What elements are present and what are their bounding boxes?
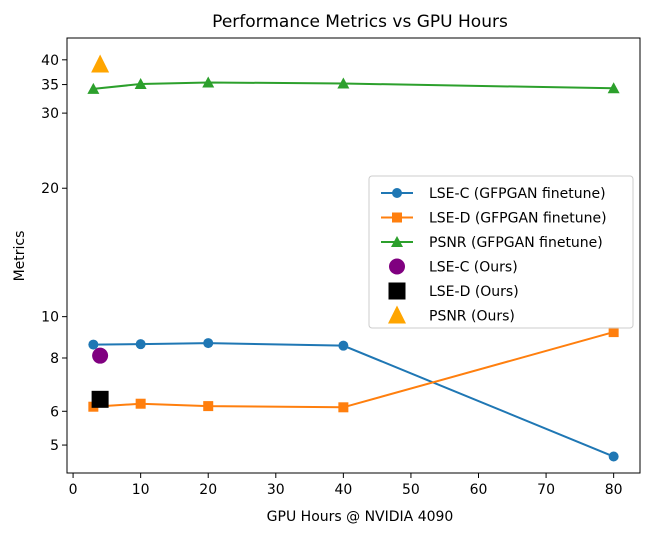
data-point <box>203 401 214 412</box>
data-point <box>91 54 110 73</box>
x-tick-label: 0 <box>69 482 78 498</box>
data-point <box>608 327 619 338</box>
data-point <box>203 338 214 349</box>
data-point <box>91 390 109 408</box>
series-line <box>93 81 614 90</box>
data-point <box>88 339 99 350</box>
legend-marker <box>391 236 403 247</box>
data-point <box>135 398 146 409</box>
x-tick-label: 70 <box>537 482 555 498</box>
legend-marker <box>389 258 405 275</box>
data-point <box>202 76 215 88</box>
chart-title: Performance Metrics vs GPU Hours <box>212 12 508 32</box>
legend-label: LSE-D (Ours) <box>429 284 519 300</box>
y-tick-label: 35 <box>41 78 59 94</box>
y-tick-label: 20 <box>41 181 59 197</box>
y-axis-label: Metrics <box>12 231 28 282</box>
legend-marker <box>388 282 406 300</box>
legend-label: LSE-C (GFPGAN finetune) <box>429 186 606 202</box>
legend-label: PSNR (GFPGAN finetune) <box>429 235 603 251</box>
axes-frame <box>66 37 641 474</box>
data-point <box>607 82 620 94</box>
data-point <box>608 451 619 462</box>
x-tick-label: 60 <box>470 482 488 498</box>
data-point <box>338 340 349 351</box>
data-point <box>337 77 350 89</box>
y-axis: 5 6 8 10 20 30 35 40 <box>41 53 67 454</box>
legend: LSE-C (GFPGAN finetune) LSE-D (GFPGAN fin… <box>368 175 634 329</box>
y-tick-label: 30 <box>41 106 59 122</box>
series-line <box>93 342 615 458</box>
x-tick-label: 20 <box>199 482 217 498</box>
legend-marker <box>392 212 402 223</box>
data-point <box>92 347 109 364</box>
legend-label: LSE-D (GFPGAN finetune) <box>429 211 607 227</box>
data-point <box>134 78 147 90</box>
x-tick-label: 40 <box>334 482 352 498</box>
x-tick-label: 80 <box>605 482 623 498</box>
y-tick-label: 5 <box>50 438 59 454</box>
legend-marker <box>392 188 402 198</box>
y-tick-label: 10 <box>41 310 59 326</box>
x-axis-label: GPU Hours @ NVIDIA 4090 <box>267 509 454 525</box>
x-tick-label: 10 <box>132 482 150 498</box>
y-tick-label: 6 <box>50 404 59 420</box>
legend-label: LSE-C (Ours) <box>429 260 518 276</box>
legend-box <box>368 175 634 329</box>
y-tick-label: 8 <box>50 351 59 367</box>
plot-area <box>87 54 620 462</box>
y-tick-label: 40 <box>41 53 59 69</box>
data-point <box>338 402 349 413</box>
legend-marker <box>388 305 406 324</box>
data-point <box>135 339 146 350</box>
x-axis: 0 10 20 30 40 50 60 70 80 <box>69 473 623 498</box>
x-tick-label: 30 <box>267 482 285 498</box>
data-point <box>87 82 100 94</box>
legend-label: PSNR (Ours) <box>429 309 515 325</box>
x-tick-label: 50 <box>402 482 420 498</box>
